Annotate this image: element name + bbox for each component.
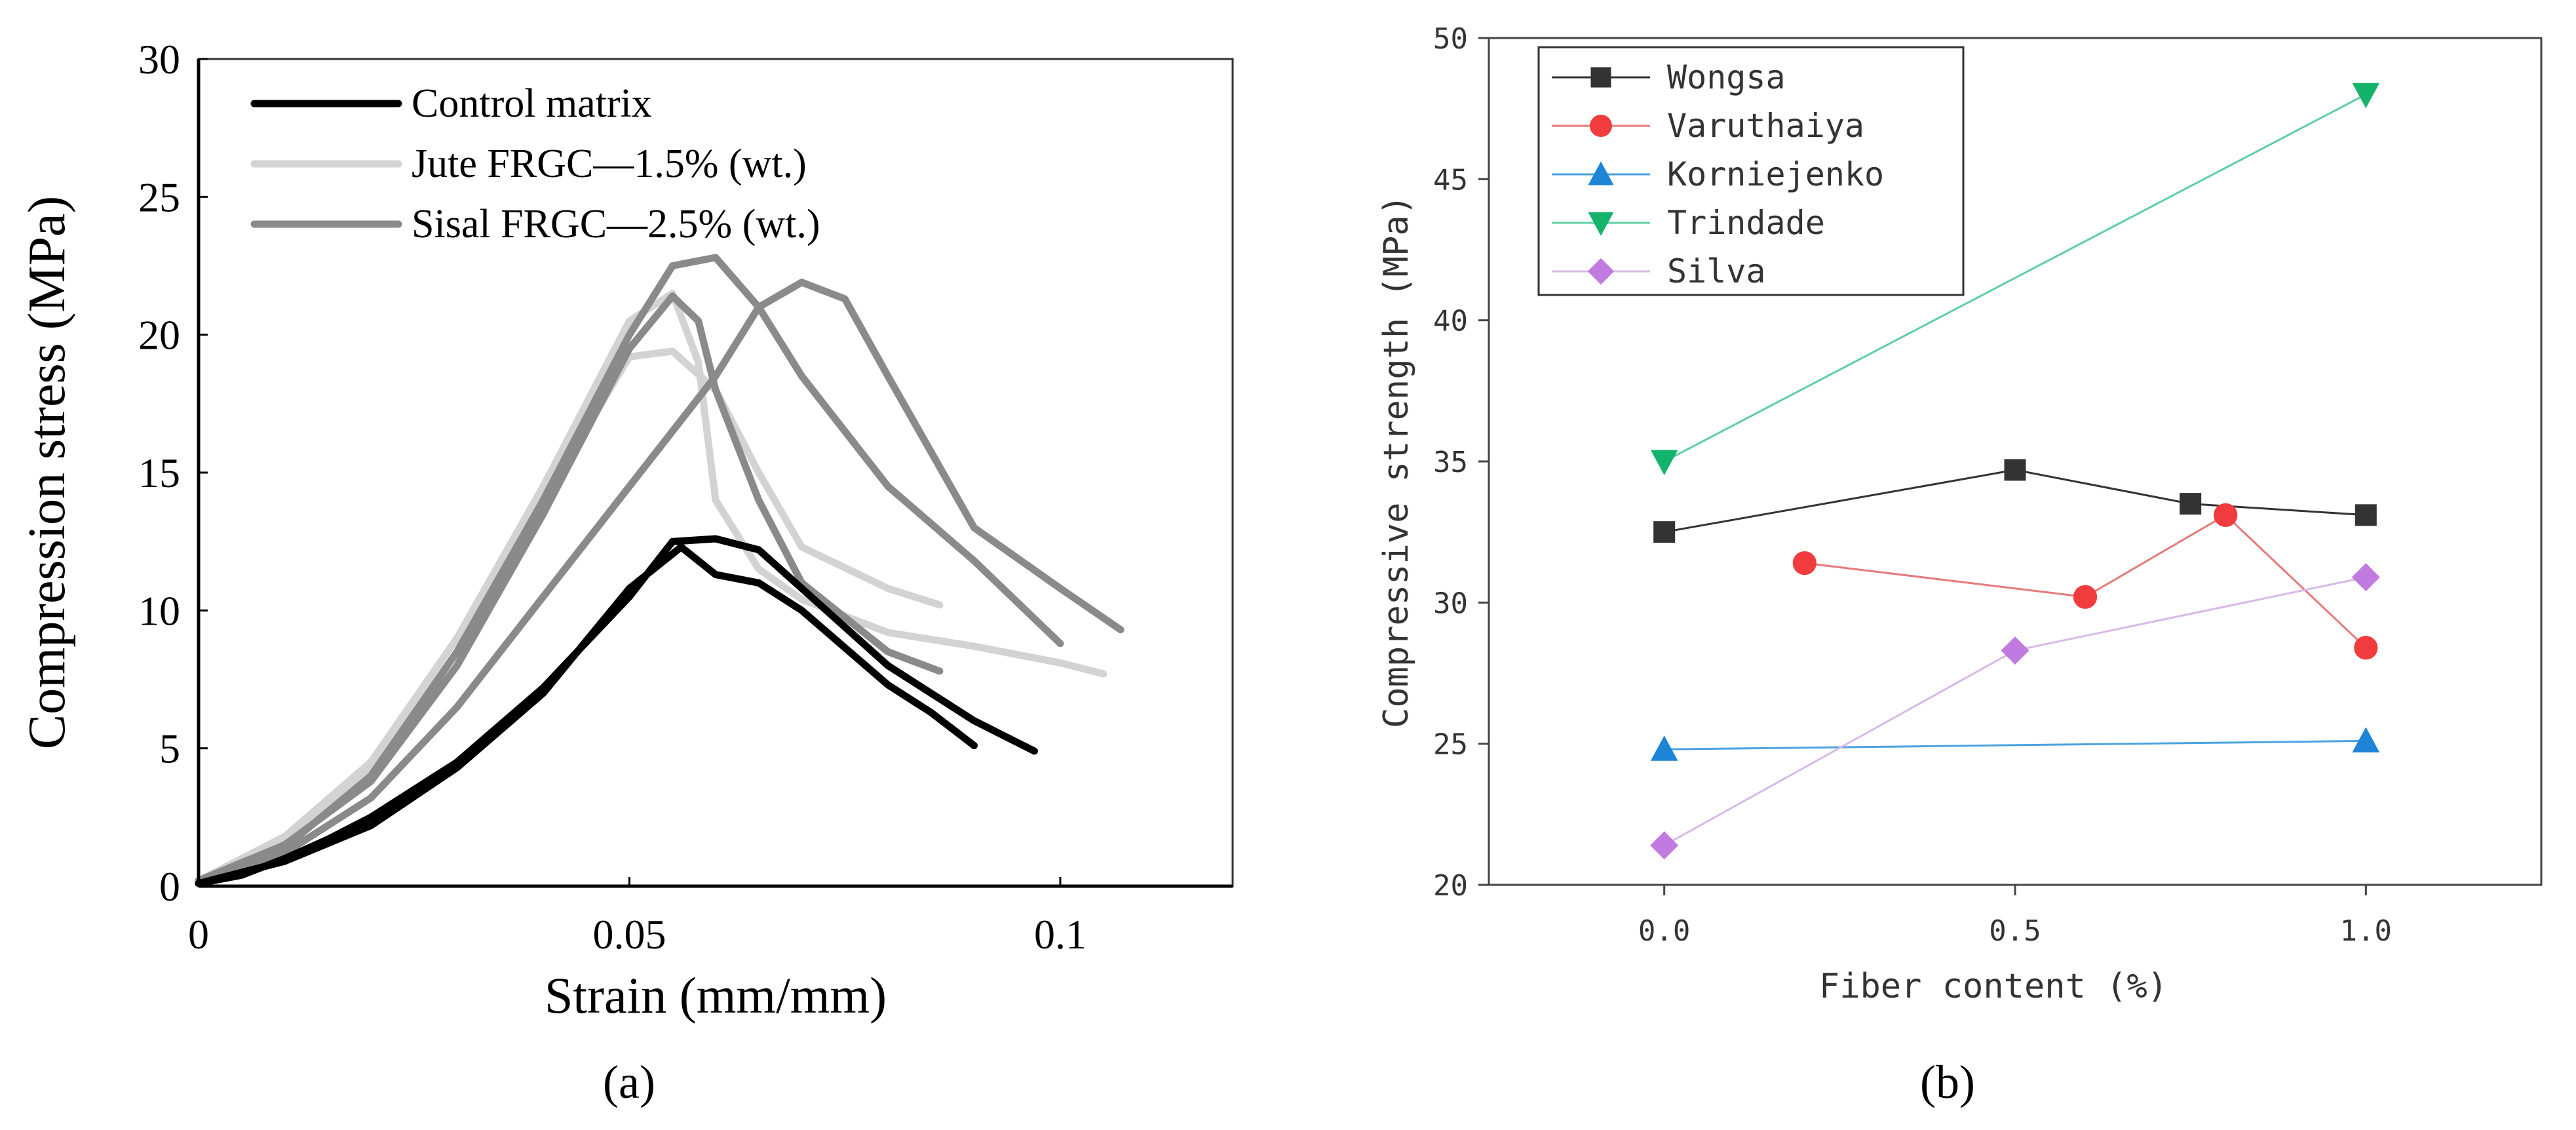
line-varuthaiya: [1804, 513, 2367, 649]
panel-b-x-tick-label: 1.0: [2340, 914, 2392, 948]
point-trindade: [2352, 83, 2380, 109]
line-trindade: [1664, 93, 2366, 463]
panel-b-x-tick-label: 0.0: [1638, 914, 1690, 948]
panel-b-y-tick-label: 20: [1433, 869, 1468, 903]
curve-sisal-frgc-2-5-wt-6: [195, 279, 1125, 885]
legend-label-jute-frgc: Jute FRGC—1.5% (wt.): [412, 142, 807, 186]
panel-b-y-tick-label: 35: [1433, 446, 1468, 479]
panel-b-x-tick-label: 0.5: [1989, 914, 2041, 948]
panel-a-x-tick-label: 0: [188, 911, 209, 958]
point-wongsa: [2355, 504, 2377, 526]
panel-a-y-tick-label: 10: [138, 587, 180, 634]
curve-sisal-frgc-2-5-wt-4: [195, 292, 944, 885]
panel-b-y-tick-label: 25: [1433, 728, 1468, 762]
point-wongsa: [2004, 459, 2026, 481]
point-wongsa: [1653, 521, 1676, 543]
legend-label-silva: Silva: [1667, 252, 1766, 290]
legend-marker-trindade: [1588, 212, 1614, 236]
panel-a-x-tick-label: 0.05: [593, 911, 666, 958]
panel-b-y-tick-label: 45: [1433, 163, 1468, 197]
point-trindade: [1650, 450, 1678, 476]
curve-sisal-frgc-2-5-wt-5: [195, 254, 1064, 885]
legend-label-control-matrix: Control matrix: [412, 81, 652, 126]
panel-a-x-axis-label: Strain (mm/mm): [545, 967, 887, 1024]
panel-b-y-tick-label: 30: [1433, 587, 1468, 620]
point-silva: [2001, 636, 2029, 665]
legend-marker-varuthaiya: [1590, 115, 1612, 137]
legend-label-wongsa: Wongsa: [1667, 58, 1786, 96]
panel-a-y-axis-label: Compression stress (MPa): [18, 196, 76, 749]
line-korniejenko: [1664, 739, 2366, 750]
panel-a-legend: Control matrix Jute FRGC—1.5% (wt.) Sisa…: [250, 81, 820, 246]
curve-control-matrix-1: [195, 543, 978, 887]
panel-b-y-tick-label: 40: [1433, 305, 1468, 338]
point-korniejenko: [2352, 727, 2380, 752]
panel-b-label: (b): [1920, 1056, 1975, 1108]
panel-a-label: (a): [603, 1056, 655, 1108]
point-varuthaiya: [2073, 585, 2098, 609]
legend-label-sisal-frgc: Sisal FRGC—2.5% (wt.): [412, 202, 820, 246]
panel-b-legend: Wongsa Varuthaiya Korniejenko Trindade Silva: [1537, 46, 1965, 296]
legend-marker-silva: [1587, 258, 1615, 285]
panel-a-curves: [195, 254, 1125, 887]
panel-b-y-axis-label: Compressive strength (MPa): [1377, 195, 1416, 728]
panel-b-line-chart: 20 25 30 35 40 45 50 0.0 0.5 1.0 Wongsa Varuthaiya…: [1377, 22, 2543, 1108]
panel-b-markers: [1650, 83, 2380, 860]
point-varuthaiya: [2354, 636, 2378, 660]
panel-b-x-axis-label: Fiber content (%): [1819, 967, 2168, 1006]
panel-a-line-chart: 0 5 10 15 20 25 30 0 0.05 0.1 Control matrix Jute…: [18, 36, 1234, 1108]
legend-marker-wongsa: [1590, 67, 1611, 88]
panel-a-y-tick-label: 15: [138, 450, 180, 496]
legend-label-varuthaiya: Varuthaiya: [1667, 107, 1864, 145]
point-silva: [2351, 563, 2380, 592]
panel-a-y-tick-label: 0: [159, 863, 180, 910]
point-wongsa: [2180, 493, 2202, 515]
panel-a-y-tick-label: 20: [138, 312, 180, 359]
point-varuthaiya: [2214, 503, 2238, 527]
curve-jute-frgc-1-5-wt-2: [195, 290, 1107, 885]
curve-jute-frgc-1-5-wt-3: [195, 347, 944, 885]
legend-label-trindade: Trindade: [1667, 204, 1825, 242]
legend-label-korniejenko: Korniejenko: [1667, 155, 1884, 193]
panel-a-y-tick-label: 25: [138, 174, 180, 220]
panel-a-x-tick-label: 0.1: [1034, 911, 1086, 958]
point-korniejenko: [1650, 735, 1678, 761]
panel-a-y-tick-label: 30: [138, 36, 180, 83]
point-varuthaiya: [1792, 551, 1817, 575]
line-wongsa: [1664, 469, 2366, 534]
panel-b-legend-box: [1537, 46, 1965, 296]
point-silva: [1650, 831, 1679, 860]
legend-marker-korniejenko: [1588, 161, 1614, 185]
panel-a-y-tick-label: 5: [159, 726, 180, 772]
panel-b-y-tick-label: 50: [1433, 22, 1468, 56]
